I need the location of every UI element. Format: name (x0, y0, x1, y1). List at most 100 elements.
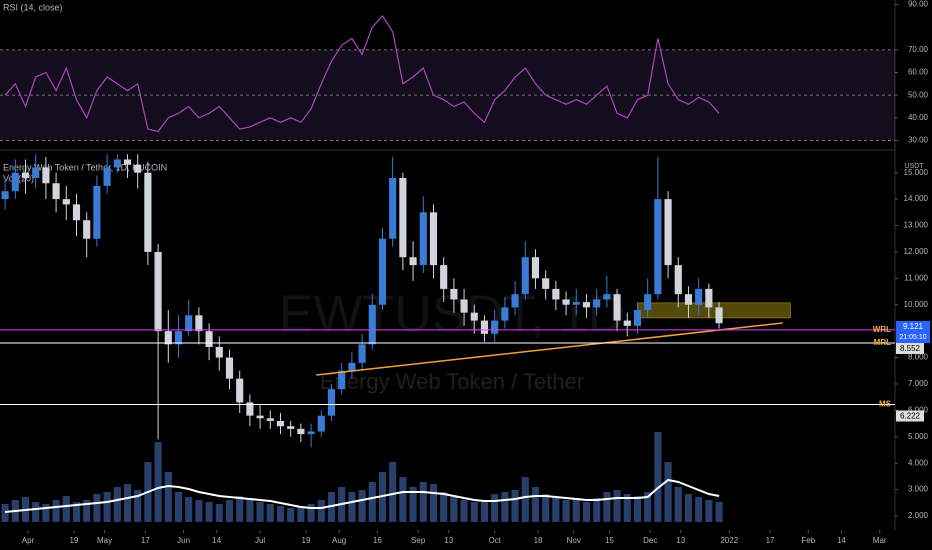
candle-body (297, 428, 305, 435)
level-name: WRL (873, 325, 891, 334)
candle-body (93, 185, 101, 239)
volume-bar (389, 462, 397, 522)
volume-bar (480, 500, 489, 522)
candle-body (470, 312, 478, 321)
candle-body (572, 302, 580, 305)
volume-bar (562, 500, 570, 522)
volume-bar (205, 502, 213, 522)
volume-bar (705, 500, 713, 522)
unit-label: USDT (904, 163, 924, 170)
volume-bar (633, 496, 642, 522)
volume-bar (511, 490, 519, 522)
volume-bar (174, 492, 183, 522)
volume-bar (42, 504, 50, 522)
candle-body (450, 288, 458, 300)
y-tick-label: 14.000 (904, 194, 929, 203)
candle-body (368, 304, 376, 345)
y-tick-label: 2.000 (908, 511, 929, 520)
x-tick-label: Feb (801, 536, 815, 545)
candle-body (684, 294, 693, 305)
candle-body (144, 172, 152, 252)
volume-bar (236, 496, 244, 522)
volume-bar (307, 504, 315, 522)
y-tick-label: 70.00 (908, 45, 929, 54)
x-tick-label: 15 (605, 536, 614, 545)
y-tick-label: 7.000 (908, 379, 929, 388)
volume-bar (491, 494, 499, 522)
volume-bar (195, 500, 203, 522)
y-tick-label: 4.000 (908, 458, 929, 467)
candle-body (236, 378, 244, 403)
volume-bar (582, 502, 591, 522)
candle-body (429, 212, 438, 266)
candle-body (480, 320, 489, 334)
volume-bar (542, 494, 550, 522)
x-tick-label: 13 (676, 536, 685, 545)
candle-body (1, 191, 9, 200)
volume-bar (674, 487, 682, 522)
volume-bar (215, 504, 223, 522)
watermark-subtitle: Energy Web Token / Tether (320, 369, 584, 394)
x-tick-label: Nov (567, 536, 581, 545)
candle-body (164, 331, 172, 345)
volume-bar (113, 487, 121, 522)
level-name: MS (879, 400, 892, 409)
volume-bar (134, 490, 142, 522)
volume-bar (429, 484, 438, 522)
candle-body (32, 167, 40, 178)
candle-body (705, 288, 713, 308)
volume-ma (5, 478, 720, 513)
y-tick-label: 13.000 (904, 221, 929, 230)
candle-body (542, 278, 550, 289)
candle-body (317, 415, 325, 432)
candle-body (307, 431, 315, 435)
volume-bar (440, 492, 448, 522)
volume-bar (52, 500, 60, 522)
volume-bar (225, 500, 234, 522)
candle-body (83, 220, 91, 239)
volume-bar (123, 484, 132, 522)
volume-bar (246, 498, 254, 522)
volume-bar (1, 504, 9, 522)
volume-bar (256, 502, 264, 522)
volume-bar (266, 504, 274, 522)
countdown: 21:05:10 (899, 334, 926, 341)
volume-bar (399, 477, 407, 522)
x-tick-label: Jul (255, 536, 265, 545)
candle-body (674, 265, 682, 295)
volume-bar (715, 502, 723, 522)
y-tick-label: 6.000 (908, 405, 929, 414)
zone (637, 302, 791, 319)
candle-body (603, 294, 611, 300)
y-tick-label: 5.000 (908, 432, 929, 441)
volume-bar (62, 496, 70, 522)
x-tick-label: May (97, 536, 112, 545)
candle-body (11, 172, 19, 192)
y-tick-label: 40.00 (908, 113, 929, 122)
volume-bar (185, 497, 193, 522)
y-tick-label: 8.000 (908, 353, 929, 362)
y-tick-label: 50.00 (908, 90, 929, 99)
volume-bar (164, 472, 172, 522)
candle-body (42, 167, 50, 184)
y-tick-label: 15.000 (904, 168, 929, 177)
volume-bar (613, 490, 621, 522)
volume-bar (154, 442, 162, 522)
candle-body (195, 315, 203, 332)
volume-bar (317, 500, 325, 522)
x-tick-label: Sep (411, 536, 426, 545)
rsi-title: RSI (14, close) (3, 2, 63, 12)
candle-body (440, 265, 448, 289)
candle-body (205, 331, 213, 347)
candle-body (174, 331, 183, 345)
candle-body (358, 344, 366, 363)
volume-bar (450, 497, 458, 522)
level-value: 8.552 (900, 344, 921, 353)
x-tick-label: 17 (141, 536, 150, 545)
x-tick-label: Aug (332, 536, 346, 545)
candle-body (419, 212, 427, 266)
trendline (316, 322, 783, 376)
candle-body (134, 164, 142, 173)
level-value: 6.222 (900, 412, 921, 421)
